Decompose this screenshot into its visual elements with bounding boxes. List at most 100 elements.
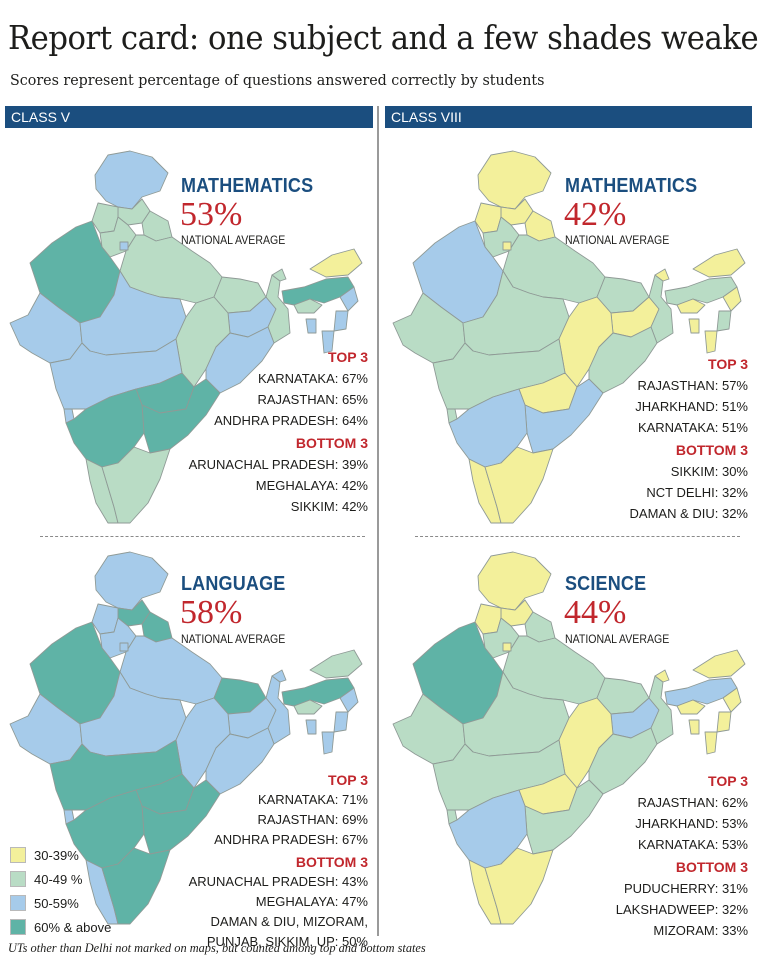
state-region-odisha [205, 727, 275, 795]
row-divider-right [415, 536, 740, 537]
top-state: ANDHRA PRADESH: 64% [214, 413, 368, 428]
state-region-kashmir [477, 150, 552, 210]
india-map-class-viii-science [392, 551, 746, 925]
page-subtitle: Scores represent percentage of questions… [10, 71, 545, 89]
state-region-mizoram [321, 731, 335, 755]
national-average-label: NATIONAL AVERAGE [565, 233, 670, 247]
state-region-sikkim [271, 268, 287, 282]
state-region-manipur [333, 711, 349, 733]
subject-title: MATHEMATICS [181, 175, 314, 197]
legend-item: 40-49 % [10, 867, 111, 891]
class-viii-header: CLASS VIII [385, 106, 752, 128]
national-average-label: NATIONAL AVERAGE [565, 632, 670, 646]
bottom-state: ARUNACHAL PRADESH: 39% [188, 457, 368, 472]
legend-item: 50-59% [10, 891, 111, 915]
bottom-state: PUNJAB, SIKKIM, UP: 50% [206, 934, 368, 949]
legend-swatch [10, 919, 26, 935]
rankings-block: TOP 3 RAJASTHAN: 57% JHARKHAND: 51% KARN… [630, 354, 748, 524]
legend-label: 40-49 % [34, 871, 83, 887]
state-region-sikkim [654, 669, 670, 683]
state-region-tamilnadu [484, 847, 554, 925]
top-3-heading: TOP 3 [328, 349, 368, 365]
column-divider [377, 106, 379, 936]
state-region-tamilnadu [101, 847, 171, 925]
page-title: Report card: one subject and a few shade… [8, 18, 759, 57]
state-region-mizoram [321, 330, 335, 354]
national-average-value: 44% [564, 594, 627, 631]
state-region-mizoram [704, 330, 718, 354]
state-region-kashmir [477, 551, 552, 611]
bottom-state: MEGHALAYA: 47% [255, 894, 368, 909]
state-region-maharashtra [432, 739, 566, 811]
state-region-meghalaya [293, 298, 323, 314]
bottom-3-heading: BOTTOM 3 [295, 854, 368, 870]
state-region-tripura [688, 318, 700, 334]
top-state: RAJASTHAN: 65% [257, 392, 368, 407]
class-v-header: CLASS V [5, 106, 373, 128]
top-state: RAJASTHAN: 62% [637, 795, 748, 810]
top-state: JHARKHAND: 53% [635, 816, 748, 831]
state-region-arunachal [692, 649, 746, 679]
state-region-nagaland [722, 687, 742, 713]
state-region-odisha [588, 326, 658, 394]
bottom-state: SIKKIM: 30% [670, 464, 748, 479]
bottom-3-heading: BOTTOM 3 [295, 435, 368, 451]
state-region-manipur [333, 310, 349, 332]
state-region-meghalaya [676, 298, 706, 314]
bottom-state: MEGHALAYA: 42% [255, 478, 368, 493]
footnote: UTs other than Delhi not marked on maps,… [8, 940, 426, 955]
top-3-heading: TOP 3 [708, 356, 748, 372]
state-region-arunachal [309, 248, 363, 278]
bottom-state: DAMAN & DIU, MIZORAM, [210, 914, 368, 929]
national-average-value: 58% [180, 594, 243, 631]
state-region-sikkim [654, 268, 670, 282]
state-region-manipur [716, 310, 732, 332]
legend-swatch [10, 895, 26, 911]
state-region-andhra [141, 779, 221, 855]
state-region-arunachal [692, 248, 746, 278]
legend-item: 30-39% [10, 843, 111, 867]
state-region-punjab [474, 603, 502, 635]
state-region-meghalaya [293, 699, 323, 715]
state-region-manipur [716, 711, 732, 733]
state-region-maharashtra [49, 338, 183, 410]
state-region-andhra [524, 378, 604, 454]
bottom-state: MIZORAM: 33% [653, 923, 748, 938]
state-region-punjab [474, 202, 502, 234]
rankings-block: TOP 3 KARNATAKA: 67% RAJASTHAN: 65% ANDH… [189, 347, 368, 517]
subject-title: SCIENCE [565, 573, 647, 595]
state-region-delhi [502, 642, 512, 652]
state-region-odisha [588, 727, 658, 795]
rankings-block: TOP 3 KARNATAKA: 71% RAJASTHAN: 69% ANDH… [189, 770, 368, 952]
bottom-state: LAKSHADWEEP: 32% [615, 902, 748, 917]
legend-label: 60% & above [34, 919, 112, 935]
state-region-tripura [305, 719, 317, 735]
top-state: KARNATAKA: 51% [637, 420, 748, 435]
top-state: RAJASTHAN: 57% [637, 378, 748, 393]
legend-item: 60% & above [10, 915, 111, 939]
top-state: KARNATAKA: 67% [257, 371, 368, 386]
row-divider-left [40, 536, 365, 537]
state-region-andhra [524, 779, 604, 855]
state-region-mizoram [704, 731, 718, 755]
top-3-heading: TOP 3 [708, 773, 748, 789]
state-region-tamilnadu [484, 446, 554, 524]
india-map-class-v-maths [9, 150, 363, 524]
state-region-nagaland [339, 687, 359, 713]
legend-swatch [10, 871, 26, 887]
state-region-punjab [91, 603, 119, 635]
bottom-3-heading: BOTTOM 3 [675, 442, 748, 458]
state-region-arunachal [309, 649, 363, 679]
state-region-andhra [141, 378, 221, 454]
state-region-maharashtra [49, 739, 183, 811]
top-state: KARNATAKA: 71% [257, 792, 368, 807]
subject-title: LANGUAGE [181, 573, 286, 595]
top-state: RAJASTHAN: 69% [257, 812, 368, 827]
top-3-heading: TOP 3 [328, 772, 368, 788]
legend-label: 30-39% [34, 847, 79, 863]
national-average-label: NATIONAL AVERAGE [181, 233, 286, 247]
rankings-block: TOP 3 RAJASTHAN: 62% JHARKHAND: 53% KARN… [616, 771, 748, 941]
national-average-value: 42% [564, 196, 627, 233]
state-region-delhi [119, 642, 129, 652]
legend-label: 50-59% [34, 895, 79, 911]
